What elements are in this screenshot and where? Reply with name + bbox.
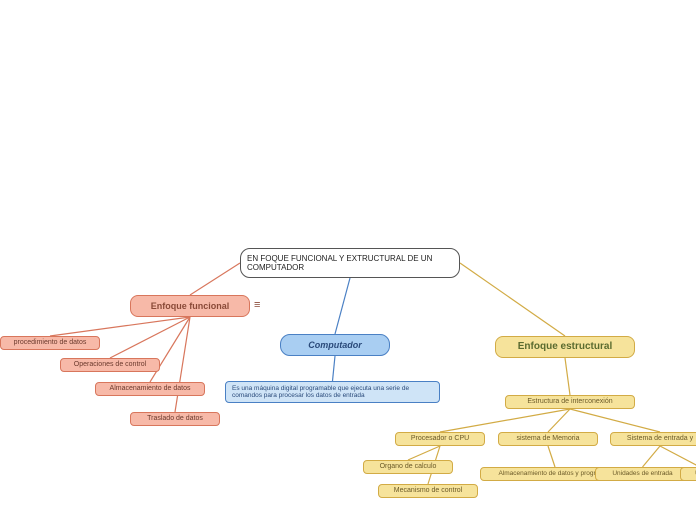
node-uni[interactable]: Uni: [680, 467, 696, 481]
edge: [548, 446, 555, 467]
node-estructural[interactable]: Enfoque estructural: [495, 336, 635, 358]
node-interconexion[interactable]: Estructura de interconexión: [505, 395, 635, 409]
node-computador[interactable]: Computador: [280, 334, 390, 356]
edge: [643, 446, 661, 467]
node-almacen_datos[interactable]: Almacenamiento de datos: [95, 382, 205, 396]
node-cpu[interactable]: Procesador o CPU: [395, 432, 485, 446]
node-memoria[interactable]: sistema de Memoria: [498, 432, 598, 446]
node-mecanismo[interactable]: Mecanismo de control: [378, 484, 478, 498]
node-entrada_sal[interactable]: Sistema de entrada y: [610, 432, 696, 446]
edge: [333, 356, 336, 381]
node-comp_desc[interactable]: Es una máquina digital programable que e…: [225, 381, 440, 403]
node-root[interactable]: EN FOQUE FUNCIONAL Y EXTRUCTURAL DE UN C…: [240, 248, 460, 278]
node-organo[interactable]: Organo de calculo: [363, 460, 453, 474]
edge: [440, 409, 570, 432]
node-proc_datos[interactable]: procedimiento de datos: [0, 336, 100, 350]
node-traslado[interactable]: Traslado de datos: [130, 412, 220, 426]
edge: [335, 278, 350, 334]
notes-icon[interactable]: ≡: [254, 299, 260, 311]
edge: [570, 409, 660, 432]
node-funcional[interactable]: Enfoque funcional: [130, 295, 250, 317]
edge: [50, 317, 190, 336]
edge: [548, 409, 570, 432]
edge: [175, 317, 190, 412]
edge: [660, 446, 696, 467]
edge: [408, 446, 440, 460]
edge: [150, 317, 190, 382]
edge: [460, 263, 565, 336]
edge: [565, 358, 570, 395]
node-op_control[interactable]: Operaciones de control: [60, 358, 160, 372]
node-uni_entrada[interactable]: Unidades de entrada: [595, 467, 690, 481]
edge: [190, 263, 240, 295]
edge: [110, 317, 190, 358]
